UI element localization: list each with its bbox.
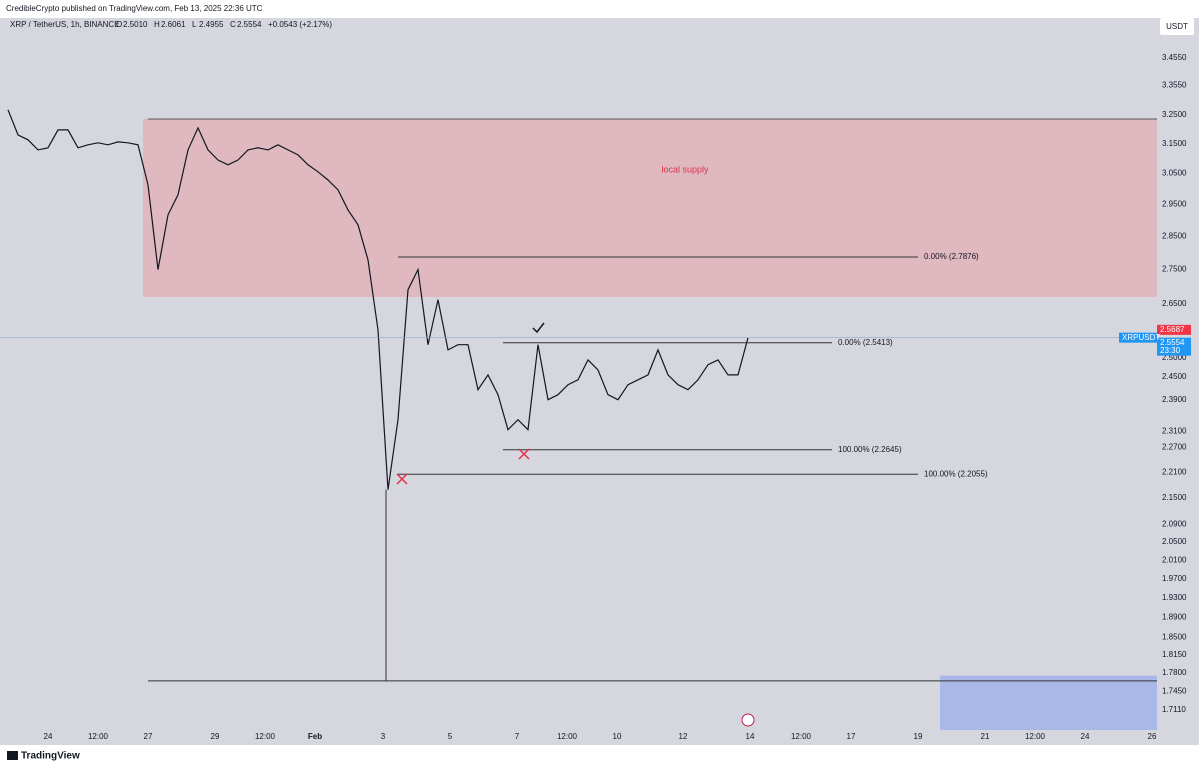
x-tick-label: 27 xyxy=(144,732,153,741)
fib-label: 100.00% (2.2055) xyxy=(924,469,988,478)
y-tick-label: 2.6500 xyxy=(1162,299,1187,308)
x-tick-label: 24 xyxy=(44,732,53,741)
x-mark xyxy=(396,473,408,485)
logo-icon xyxy=(7,751,18,760)
fib-label: 0.00% (2.5413) xyxy=(838,338,893,347)
y-tick-label: 2.7500 xyxy=(1162,265,1187,274)
footer-bar xyxy=(0,745,1199,766)
y-tick-label: 1.9300 xyxy=(1162,593,1187,602)
legend-text: +0.0543 (+2.17%) xyxy=(268,20,332,29)
top-bar xyxy=(0,0,1199,18)
countdown: 23:30 xyxy=(1160,346,1181,355)
x-mark xyxy=(518,448,530,460)
legend-text: 2.5010 xyxy=(123,20,148,29)
symbol-tag-label: XRPUSDT xyxy=(1122,333,1160,342)
x-tick-label: 12:00 xyxy=(1025,732,1046,741)
y-tick-label: 2.0900 xyxy=(1162,519,1187,528)
legend-text: XRP / TetherUS, 1h, BINANCE xyxy=(10,20,120,29)
x-tick-label: 21 xyxy=(981,732,990,741)
legend-text: C xyxy=(230,20,236,29)
y-tick-label: 2.2100 xyxy=(1162,467,1187,476)
price-tag-label: 2.5687 xyxy=(1160,325,1185,334)
time-axis xyxy=(0,730,1157,745)
x-tick-label: 12:00 xyxy=(88,732,109,741)
x-tick-label: 12:00 xyxy=(557,732,578,741)
y-tick-label: 1.8900 xyxy=(1162,613,1187,622)
y-tick-label: 2.8500 xyxy=(1162,232,1187,241)
y-tick-label: 1.8500 xyxy=(1162,632,1187,641)
y-tick-label: 3.4550 xyxy=(1162,53,1187,62)
legend-text: 2.4955 xyxy=(199,20,224,29)
price-line xyxy=(7,109,749,490)
y-tick-label: 1.8150 xyxy=(1162,650,1187,659)
supply-label: local supply xyxy=(661,164,709,174)
y-tick-label: 3.1500 xyxy=(1162,139,1187,148)
x-tick-label: 24 xyxy=(1081,732,1090,741)
y-tick-label: 3.0500 xyxy=(1162,169,1187,178)
currency: USDT xyxy=(1166,22,1188,31)
legend-text: O xyxy=(116,20,122,29)
y-tick-label: 1.7110 xyxy=(1162,705,1186,714)
y-tick-label: 2.0100 xyxy=(1162,555,1187,564)
price-tag-label: 2.5554 xyxy=(1160,338,1185,347)
x-tick-label: 5 xyxy=(448,732,453,741)
price-tag xyxy=(1157,337,1191,356)
logo: TradingView xyxy=(7,751,80,762)
x-tick-label: 14 xyxy=(746,732,755,741)
x-tick-label: 19 xyxy=(914,732,923,741)
legend-text: 2.6061 xyxy=(161,20,186,29)
price-axis xyxy=(1157,18,1199,745)
x-tick-label: 26 xyxy=(1148,732,1157,741)
x-tick-label: 7 xyxy=(515,732,520,741)
legend-text: 2.5554 xyxy=(237,20,262,29)
y-tick-label: 2.3900 xyxy=(1162,395,1187,404)
x-tick-label: 3 xyxy=(381,732,386,741)
publisher: CredibleCrypto published on TradingView.… xyxy=(6,4,263,13)
fib-label: 0.00% (2.7876) xyxy=(924,252,979,261)
price-tag xyxy=(1157,324,1191,335)
y-tick-label: 2.5000 xyxy=(1162,353,1187,362)
x-tick-label: Feb xyxy=(308,732,322,741)
y-tick-label: 2.2700 xyxy=(1162,443,1187,452)
y-tick-label: 2.1500 xyxy=(1162,493,1187,502)
y-tick-label: 1.7450 xyxy=(1162,687,1187,696)
y-tick-label: 1.9700 xyxy=(1162,574,1187,583)
check-mark xyxy=(532,322,545,334)
y-tick-label: 2.3100 xyxy=(1162,426,1187,435)
legend-text: H xyxy=(154,20,160,29)
supply-zone xyxy=(143,118,1157,297)
y-tick-label: 3.2500 xyxy=(1162,110,1187,119)
y-tick-label: 2.4500 xyxy=(1162,372,1187,381)
event-icon xyxy=(741,713,755,727)
footer-brand: TradingView xyxy=(21,751,80,762)
fib-label: 100.00% (2.2645) xyxy=(838,445,902,454)
legend-text: L xyxy=(192,20,197,29)
y-tick-label: 1.7800 xyxy=(1162,668,1187,677)
x-tick-label: 10 xyxy=(613,732,622,741)
symbol-tag xyxy=(1119,332,1157,343)
x-tick-label: 12 xyxy=(679,732,688,741)
x-tick-label: 17 xyxy=(847,732,856,741)
x-tick-label: 12:00 xyxy=(255,732,276,741)
y-tick-label: 3.3550 xyxy=(1162,80,1187,89)
demand-zone xyxy=(940,675,1157,730)
currency-box xyxy=(1160,18,1194,35)
y-tick-label: 2.0500 xyxy=(1162,537,1187,546)
x-tick-label: 29 xyxy=(211,732,220,741)
x-tick-label: 12:00 xyxy=(791,732,812,741)
y-tick-label: 2.9500 xyxy=(1162,200,1187,209)
